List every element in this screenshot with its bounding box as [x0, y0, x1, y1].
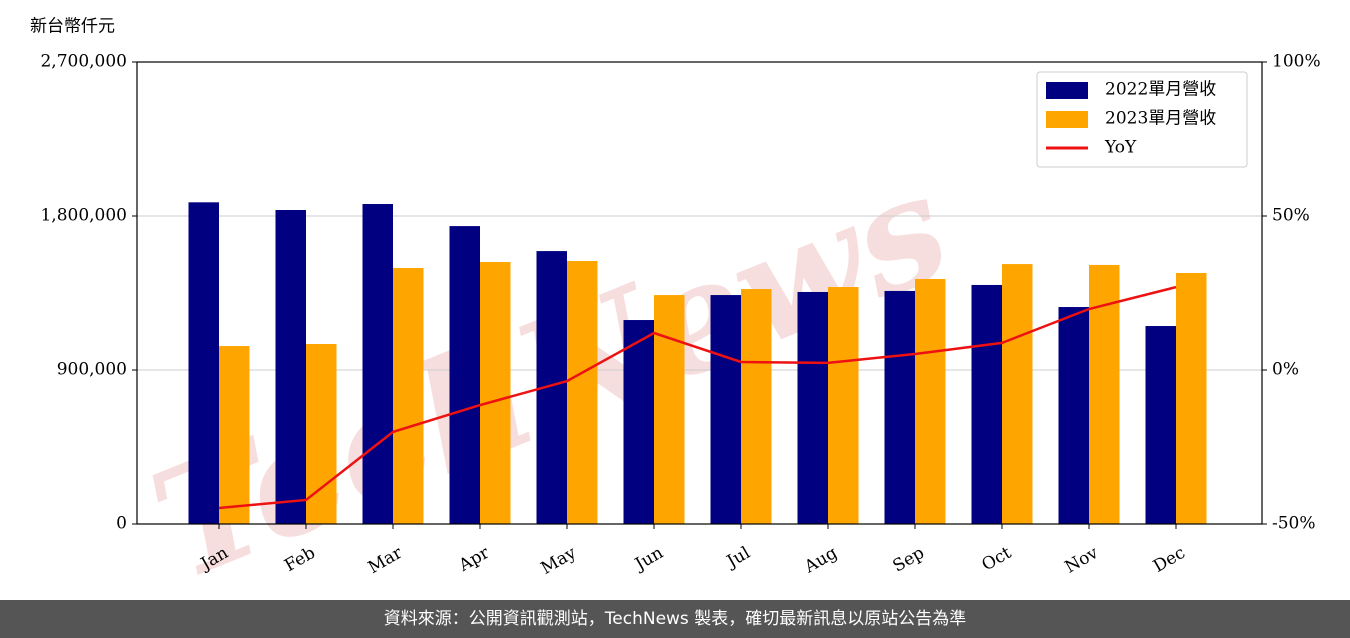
x-tick-label: Sep	[890, 543, 928, 577]
x-tick-label: Jul	[722, 543, 754, 573]
x-tick-label: Nov	[1062, 543, 1102, 578]
x-tick-label: May	[538, 543, 581, 579]
bar	[710, 295, 741, 524]
bar	[915, 278, 946, 524]
bar	[971, 284, 1002, 524]
y-tick-label: 0	[116, 514, 127, 534]
bar	[741, 289, 772, 524]
y2-tick-label: 50%	[1272, 206, 1310, 226]
bar	[797, 291, 828, 524]
bar	[1145, 326, 1176, 524]
bar	[188, 202, 219, 525]
bar	[1002, 264, 1033, 524]
bar	[623, 320, 654, 524]
bar	[306, 343, 337, 524]
footer: 資料來源：公開資訊觀測站，TechNews 製表，確切最新訊息以原站公告為準	[0, 600, 1350, 638]
legend: 2022單月營收 2023單月營收 YoY	[1036, 71, 1248, 168]
legend-swatch	[1046, 82, 1088, 99]
bar	[828, 287, 859, 524]
y2-tick-label: -50%	[1272, 514, 1316, 534]
bar	[362, 204, 393, 524]
y2-tick-label: 100%	[1272, 52, 1321, 72]
legend-label: YoY	[1104, 138, 1137, 158]
bar	[1176, 272, 1207, 524]
chart: TechNews 新台幣仟元 0900,0001,800,0002,700,00…	[30, 17, 1321, 601]
y2-tick-label: 0%	[1272, 360, 1299, 380]
bar	[393, 268, 424, 524]
x-tick-label: Aug	[800, 543, 841, 578]
bar	[275, 210, 306, 524]
yoy-line	[218, 285, 1177, 510]
x-tick-label: Jun	[630, 543, 667, 576]
x-tick-label: Apr	[455, 542, 494, 576]
legend-label: 2023單月營收	[1105, 109, 1216, 129]
legend-label: 2022單月營收	[1105, 80, 1216, 100]
x-tick-label: Oct	[979, 543, 1015, 576]
bar	[449, 226, 480, 524]
bar	[219, 346, 250, 524]
legend-swatch	[1046, 111, 1088, 128]
y-tick-label: 900,000	[57, 360, 127, 380]
bar	[480, 262, 511, 524]
legend-box	[1036, 71, 1248, 168]
plot-frame	[136, 61, 1263, 525]
y-tick-label: 1,800,000	[40, 206, 127, 226]
y-axis-label: 新台幣仟元	[30, 17, 115, 37]
x-tick-label: Mar	[365, 542, 407, 578]
y-tick-label: 2,700,000	[40, 52, 127, 72]
bar	[567, 261, 598, 524]
bar	[1058, 307, 1089, 524]
bar	[654, 295, 685, 524]
x-tick-label: Dec	[1150, 543, 1189, 577]
bar	[884, 290, 915, 524]
bar	[1089, 264, 1120, 524]
